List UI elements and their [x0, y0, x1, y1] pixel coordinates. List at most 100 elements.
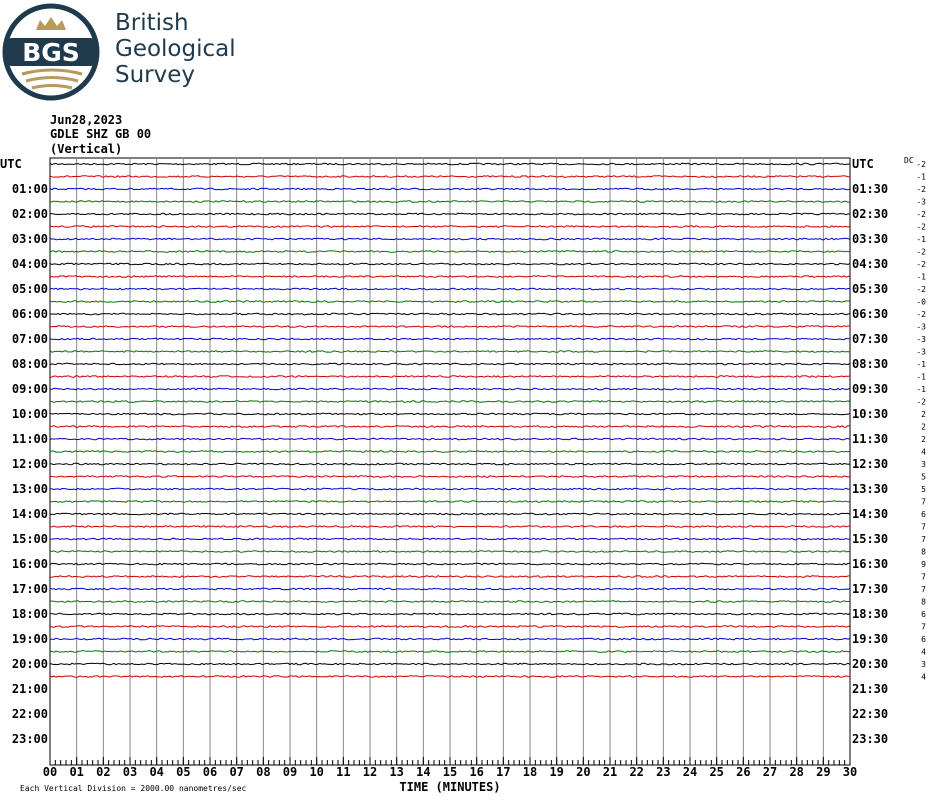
date: Jun28,2023 [50, 113, 122, 127]
dc-offset: 7 [921, 535, 926, 544]
dc-offset: -2 [916, 223, 926, 232]
seismic-trace [49, 525, 851, 528]
x-tick-label: 07 [229, 765, 243, 779]
dc-offset: 7 [921, 498, 926, 507]
x-tick-label: 27 [763, 765, 777, 779]
logo-text: British [115, 10, 189, 36]
dc-offset: 8 [921, 548, 926, 557]
dc-offset: -1 [916, 373, 926, 382]
x-tick-label: 13 [389, 765, 403, 779]
seismic-trace [49, 437, 851, 441]
x-tick-label: 22 [629, 765, 643, 779]
x-tick-label: 10 [309, 765, 323, 779]
x-tick-label: 02 [96, 765, 110, 779]
right-time-label: 02:30 [852, 207, 888, 221]
logo-text: Geological [115, 36, 236, 62]
x-tick-label: 17 [496, 765, 510, 779]
right-time-label: 18:30 [852, 607, 888, 621]
x-tick-label: 04 [149, 765, 163, 779]
dc-offset: 7 [921, 623, 926, 632]
dc-offset: -0 [916, 298, 926, 307]
dc-offset: 4 [921, 648, 926, 657]
dc-offset: 2 [921, 423, 926, 432]
seismic-trace [49, 587, 851, 591]
dc-offset: -2 [916, 310, 926, 319]
right-time-label: 11:30 [852, 432, 888, 446]
dc-offset: 6 [921, 635, 926, 644]
right-time-label: 13:30 [852, 482, 888, 496]
logo-mark: BGS [22, 38, 80, 67]
dc-offset: 4 [921, 673, 926, 682]
x-tick-label: 15 [443, 765, 457, 779]
seismic-trace [49, 200, 851, 203]
dc-offset: -1 [916, 235, 926, 244]
left-time-label: 21:00 [12, 682, 48, 696]
right-time-label: 19:30 [852, 632, 888, 646]
left-time-label: 10:00 [12, 407, 48, 421]
dc-offset: 5 [921, 485, 926, 494]
left-time-label: UTC [0, 157, 22, 171]
left-time-label: 06:00 [12, 307, 48, 321]
x-tick-label: 00 [43, 765, 57, 779]
left-time-label: 13:00 [12, 482, 48, 496]
seismic-trace [49, 300, 851, 303]
seismic-trace [49, 162, 851, 166]
left-time-label: 03:00 [12, 232, 48, 246]
x-tick-label: 11 [336, 765, 350, 779]
x-tick-label: 20 [576, 765, 590, 779]
left-time-label: 19:00 [12, 632, 48, 646]
right-time-label: 12:30 [852, 457, 888, 471]
seismic-trace [49, 237, 851, 241]
right-time-label: 17:30 [852, 582, 888, 596]
right-time-label: 03:30 [852, 232, 888, 246]
logo-crown [36, 17, 66, 30]
seismic-trace [49, 400, 851, 403]
dc-offset: -3 [916, 198, 926, 207]
right-time-label: 06:30 [852, 307, 888, 321]
left-time-label: 07:00 [12, 332, 48, 346]
left-time-label: 18:00 [12, 607, 48, 621]
left-time-label: 14:00 [12, 507, 48, 521]
seismic-trace [49, 487, 851, 491]
dc-offset: 6 [921, 510, 926, 519]
right-time-label: 15:30 [852, 532, 888, 546]
x-tick-label: 12 [363, 765, 377, 779]
seismic-trace [49, 187, 851, 191]
seismic-trace [49, 675, 851, 678]
x-tick-label: 03 [123, 765, 137, 779]
x-tick-label: 08 [256, 765, 270, 779]
seismic-trace [49, 475, 851, 478]
seismic-trace [49, 362, 851, 366]
seismic-trace [49, 387, 851, 391]
seismic-trace [49, 612, 851, 616]
seismic-trace [49, 262, 851, 266]
dc-offset: -2 [916, 160, 926, 169]
right-time-label: 22:30 [852, 707, 888, 721]
dc-offset: -3 [916, 348, 926, 357]
right-time-label: 14:30 [852, 507, 888, 521]
right-time-label: 21:30 [852, 682, 888, 696]
component: (Vertical) [50, 142, 122, 156]
dc-offset: 2 [921, 410, 926, 419]
left-time-label: 17:00 [12, 582, 48, 596]
x-tick-label: 16 [469, 765, 483, 779]
left-time-label: 08:00 [12, 357, 48, 371]
x-title: TIME (MINUTES) [399, 780, 500, 794]
dc-offset: 7 [921, 573, 926, 582]
footer: Each Vertical Division = 2000.00 nanomet… [20, 784, 247, 793]
dc-offset: -2 [916, 248, 926, 257]
x-tick-label: 14 [416, 765, 430, 779]
dc-offset: 2 [921, 435, 926, 444]
x-tick-label: 05 [176, 765, 190, 779]
right-time-label: 04:30 [852, 257, 888, 271]
seismic-trace [49, 650, 851, 653]
dc-offset: -2 [916, 185, 926, 194]
x-tick-label: 09 [283, 765, 297, 779]
seismic-trace [49, 450, 851, 453]
right-time-label: 09:30 [852, 382, 888, 396]
seismic-trace [49, 637, 851, 641]
seismic-trace [49, 550, 851, 553]
left-time-label: 12:00 [12, 457, 48, 471]
right-time-label: UTC [852, 157, 874, 171]
left-time-label: 16:00 [12, 557, 48, 571]
